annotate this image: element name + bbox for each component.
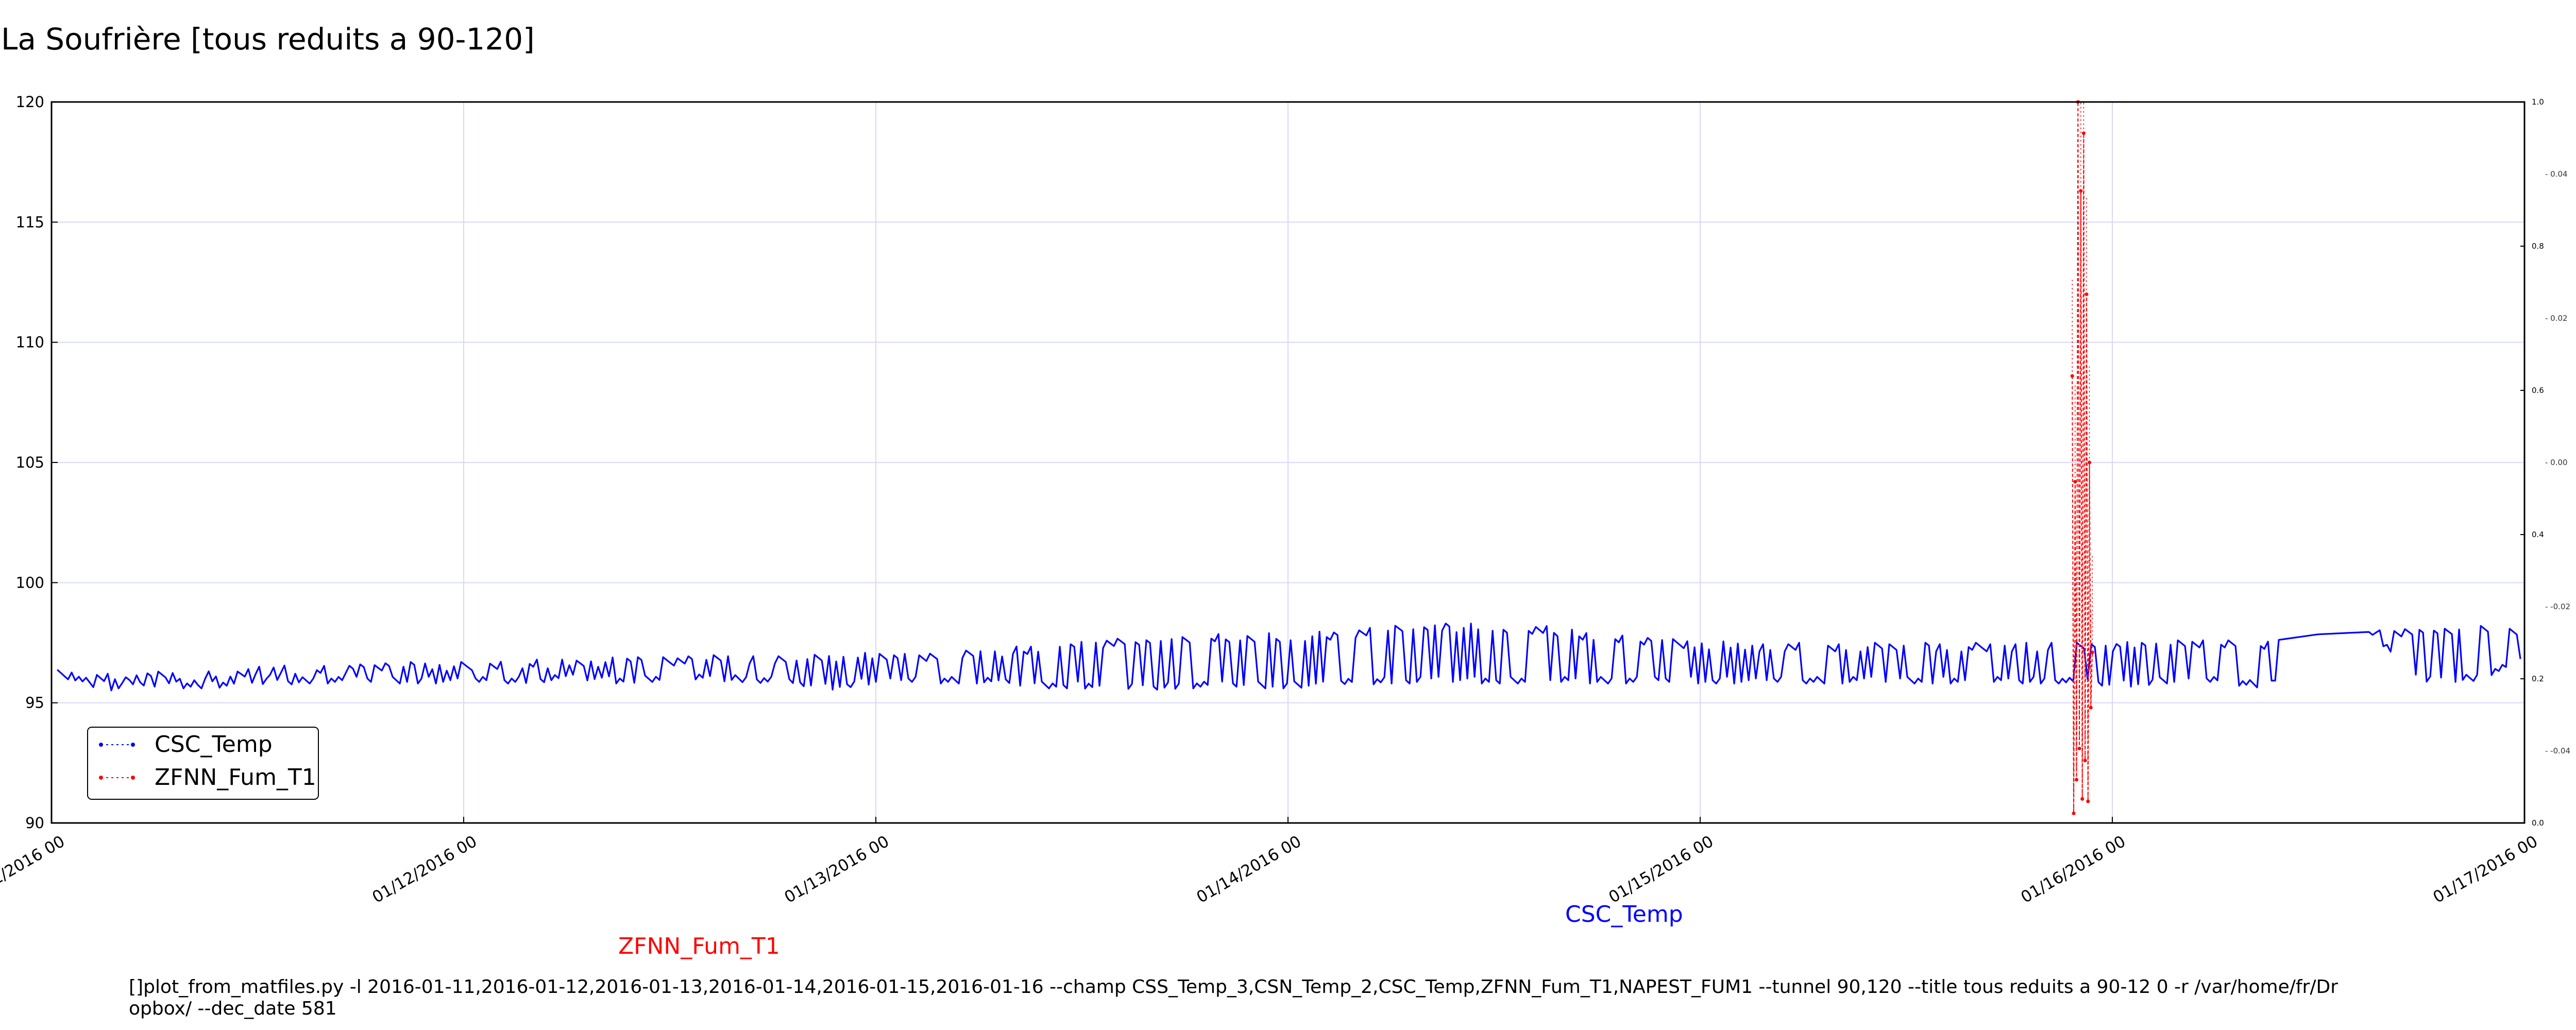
chart-title: La Soufrière [tous reduits a 90-120] [1, 22, 535, 57]
legend: CSC_Temp ZFNN_Fum_T1 [87, 727, 319, 800]
right-tick-label: 0.6 [2532, 386, 2544, 395]
y-tick-label: 95 [25, 694, 44, 712]
legend-label-csc: CSC_Temp [155, 731, 273, 758]
y-tick-label: 100 [16, 574, 44, 591]
y-tick-label: 120 [16, 93, 44, 111]
series-csc-temp-line [57, 623, 2521, 692]
x-tick-label: 01/15/2016 00 [1606, 832, 1717, 907]
right-tick-label: 1.0 [2532, 97, 2544, 107]
y-tick-label: 110 [16, 334, 44, 351]
right2-tick-label: - 0.02 [2545, 314, 2568, 323]
series-zfnn-fum-line [2072, 101, 2093, 814]
caption-zfnn: ZFNN_Fum_T1 [618, 933, 780, 959]
grid-lines [52, 102, 2524, 823]
right2-tick-label: - -0.04 [2545, 746, 2570, 756]
right2-tick-label: - 0.04 [2545, 169, 2568, 179]
right-tick-label: 0.4 [2532, 530, 2544, 539]
x-tick-label: 01/13/2016 00 [782, 832, 892, 907]
right-tick-label: 0.0 [2532, 818, 2544, 828]
right2-tick-label: - -0.02 [2545, 602, 2570, 611]
legend-dot-zfnn-end [131, 776, 135, 780]
legend-label-zfnn: ZFNN_Fum_T1 [155, 764, 316, 791]
caption-csc: CSC_Temp [1565, 901, 1683, 928]
command-line-text: []plot_from_matfiles.py -l 2016-01-11,20… [129, 976, 2338, 1019]
legend-dot-zfnn [99, 776, 103, 780]
right-tick-label: 0.2 [2532, 674, 2544, 683]
legend-dot-csc-end [131, 743, 135, 747]
x-tick-label: 01/12/2016 00 [369, 832, 480, 907]
legend-dot-csc [99, 743, 103, 747]
y-tick-label: 105 [16, 454, 44, 471]
legend-box [87, 727, 319, 800]
y-tick-label: 90 [25, 814, 44, 832]
x-tick-label: 01/14/2016 00 [1194, 832, 1304, 907]
x-tick-label: 01/17/2016 00 [2430, 832, 2541, 907]
right-tick-label: 0.8 [2532, 242, 2544, 251]
series-layer [57, 100, 2521, 815]
right2-tick-label: - 0.00 [2545, 458, 2568, 467]
y-tick-label: 115 [16, 213, 44, 231]
x-tick-label: 01/11/2016 00 [0, 832, 68, 907]
x-tick-label: 01/16/2016 00 [2018, 832, 2129, 907]
